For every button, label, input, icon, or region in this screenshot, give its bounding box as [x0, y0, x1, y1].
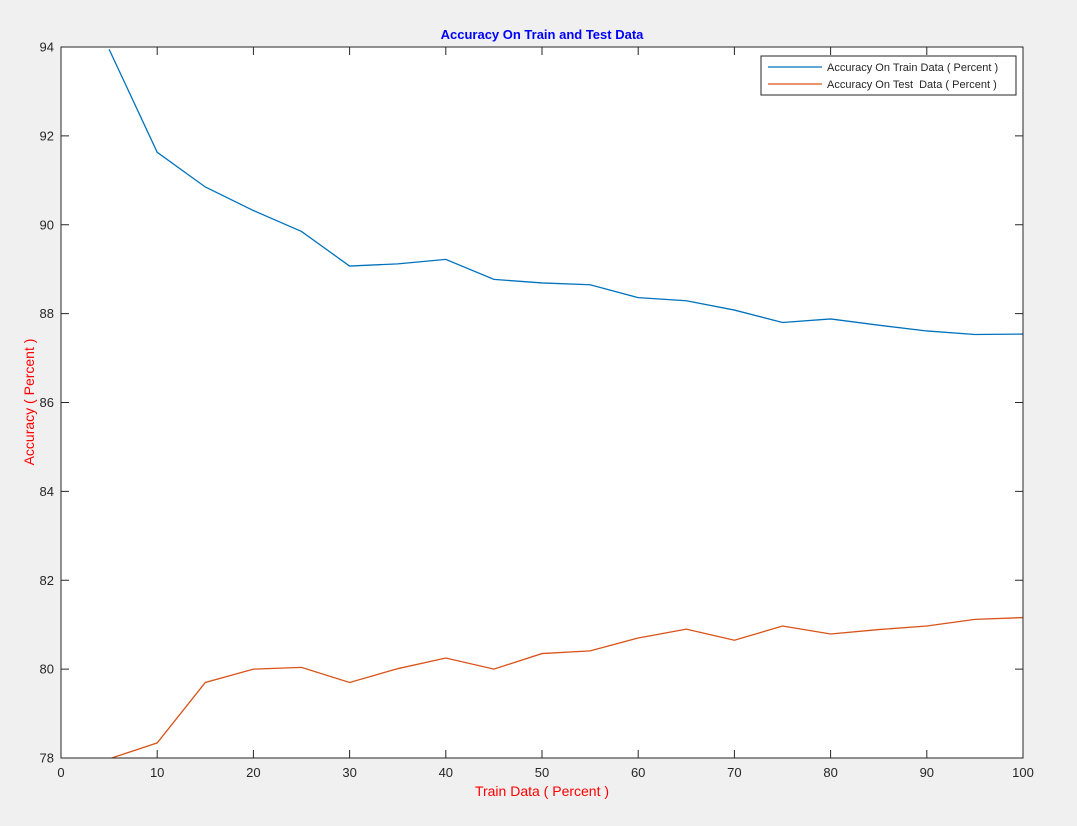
legend-box [760, 55, 1017, 96]
chart-title: Accuracy On Train and Test Data [441, 27, 645, 42]
x-axis-label: Train Data ( Percent ) [475, 783, 609, 799]
y-tick-label: 88 [40, 306, 54, 321]
x-tick-label: 0 [57, 765, 64, 780]
train-accuracy-line [108, 48, 1023, 336]
y-tick-label: 90 [40, 217, 54, 232]
y-axis-label: Accuracy ( Percent ) [21, 339, 37, 466]
y-tick-label: 78 [40, 751, 54, 766]
axes-box [60, 46, 1024, 759]
x-tick-label: 20 [246, 765, 260, 780]
ticks-layer: 0 10 20 30 40 50 60 70 80 90 100 78 80 82 84 86 88 90 92 94 [40, 40, 1034, 781]
legend: Accuracy On Train Data ( Percent ) Accur… [760, 55, 1017, 96]
x-tick-label: 80 [823, 765, 837, 780]
x-tick-label: 90 [920, 765, 934, 780]
y-tick-label: 94 [40, 40, 54, 55]
x-tick-label: 70 [727, 765, 741, 780]
y-tick-label: 86 [40, 395, 54, 410]
x-tick-label: 40 [439, 765, 453, 780]
y-tick-label: 82 [40, 573, 54, 588]
x-tick-label: 50 [535, 765, 549, 780]
x-tick-label: 100 [1012, 765, 1034, 780]
x-tick-label: 10 [150, 765, 164, 780]
x-tick-label: 30 [342, 765, 356, 780]
legend-label-test: Accuracy On Test Data ( Percent ) [827, 79, 997, 91]
y-tick-label: 84 [40, 484, 54, 499]
y-tick-label: 80 [40, 662, 54, 677]
plot-area [61, 47, 1023, 758]
y-tick-label: 92 [40, 128, 54, 143]
series-layer [108, 48, 1023, 758]
x-tick-label: 60 [631, 765, 645, 780]
legend-label-train: Accuracy On Train Data ( Percent ) [827, 62, 998, 74]
test-accuracy-line [109, 616, 1023, 758]
